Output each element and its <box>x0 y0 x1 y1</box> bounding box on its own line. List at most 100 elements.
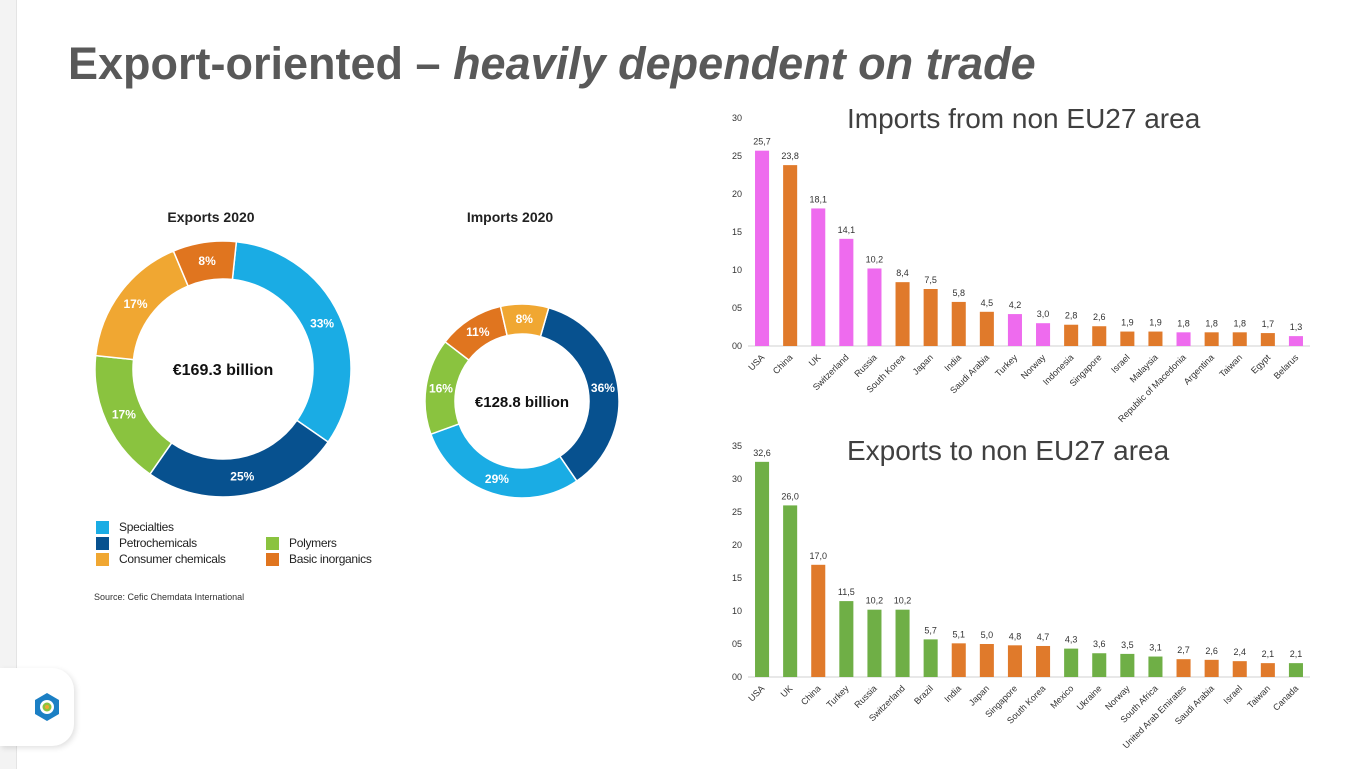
bar-value-label: 5,0 <box>981 630 994 640</box>
y-tick-label: 05 <box>732 639 742 649</box>
bar-value-label: 2,4 <box>1233 647 1246 657</box>
y-tick-label: 35 <box>732 441 742 451</box>
bar-israel <box>1232 661 1247 677</box>
donut-slice-specialties <box>429 422 578 499</box>
bar-usa <box>755 461 770 677</box>
bar-russia <box>867 609 882 677</box>
bar-israel <box>1120 331 1135 346</box>
x-tick-label: Turkey <box>824 683 851 710</box>
bar-value-label: 10,2 <box>866 596 884 606</box>
donut-slice-label: 36% <box>591 381 615 395</box>
legend-label: Basic inorganics <box>289 552 372 566</box>
legend-item-basic-inorganics: Basic inorganics <box>266 552 372 566</box>
bar-value-label: 1,7 <box>1262 319 1275 329</box>
bar-value-label: 3,6 <box>1093 639 1106 649</box>
x-tick-label: USA <box>746 352 766 372</box>
bar-usa <box>755 150 770 346</box>
bar-value-label: 10,2 <box>894 596 912 606</box>
title-emphasis: heavily dependent on trade <box>453 38 1036 89</box>
y-tick-label: 15 <box>732 573 742 583</box>
y-tick-label: 30 <box>732 474 742 484</box>
bar-value-label: 4,7 <box>1037 632 1050 642</box>
donut-slice-label: 8% <box>516 312 534 326</box>
legend-item-petrochemicals: Petrochemicals <box>96 536 197 550</box>
bar-value-label: 2,6 <box>1205 646 1218 656</box>
slide-left-strip <box>0 0 17 769</box>
bar-value-label: 3,0 <box>1037 309 1050 319</box>
bar-south-africa <box>1148 656 1163 677</box>
bar-brazil <box>923 639 938 677</box>
cefic-logo-icon <box>35 693 59 721</box>
bar-uk <box>811 208 826 346</box>
bar-value-label: 10,2 <box>866 254 884 264</box>
x-tick-label: Mexico <box>1048 683 1075 710</box>
y-tick-label: 10 <box>732 606 742 616</box>
y-tick-label: 00 <box>732 341 742 351</box>
bar-value-label: 1,8 <box>1205 318 1218 328</box>
bar-value-label: 4,2 <box>1009 300 1022 310</box>
bar-japan <box>923 289 938 346</box>
bar-saudi-arabia <box>979 311 994 346</box>
donut-slice-consumer-chemicals <box>499 303 550 338</box>
legend-item-consumer-chemicals: Consumer chemicals <box>96 552 226 566</box>
bar-value-label: 3,1 <box>1149 643 1162 653</box>
y-tick-label: 20 <box>732 189 742 199</box>
bar-china <box>811 564 826 677</box>
bar-russia <box>867 268 882 346</box>
bar-value-label: 2,1 <box>1290 649 1303 659</box>
donut-title: Exports 2020 <box>167 209 254 225</box>
bar-canada <box>1288 663 1303 677</box>
bar-belarus <box>1288 336 1303 346</box>
bar-value-label: 32,6 <box>753 448 771 458</box>
donut-slice-label: 11% <box>466 325 490 339</box>
x-tick-label: USA <box>746 683 766 703</box>
legend-swatch <box>266 552 279 566</box>
x-tick-label: Taiwan <box>1245 683 1272 710</box>
bar-value-label: 5,8 <box>952 288 965 298</box>
x-tick-label: Ukraine <box>1075 683 1104 712</box>
bar-uk <box>783 505 798 677</box>
bar-chart-title: Imports from non EU27 area <box>847 103 1201 134</box>
x-tick-label: Russia <box>852 352 879 379</box>
bar-egypt <box>1260 333 1275 346</box>
x-tick-label: UK <box>807 352 823 368</box>
donut-slice-label: 17% <box>123 297 147 311</box>
bar-value-label: 14,1 <box>838 225 856 235</box>
donut-slice-petrochemicals <box>148 419 330 498</box>
bar-turkey <box>1007 314 1022 346</box>
donut-slice-specialties <box>231 240 352 444</box>
bar-taiwan <box>1260 663 1275 677</box>
x-tick-label: Japan <box>967 683 991 707</box>
bar-singapore <box>1007 645 1022 677</box>
bar-taiwan <box>1232 332 1247 346</box>
bar-mexico <box>1064 648 1079 677</box>
bar-value-label: 5,1 <box>952 629 965 639</box>
bar-india <box>951 301 966 346</box>
bar-value-label: 1,3 <box>1290 322 1303 332</box>
bar-value-label: 2,8 <box>1065 311 1078 321</box>
bar-south-korea <box>1036 645 1051 677</box>
bar-value-label: 2,6 <box>1093 312 1106 322</box>
y-tick-label: 20 <box>732 540 742 550</box>
x-tick-label: India <box>942 683 963 704</box>
bar-value-label: 23,8 <box>781 151 799 161</box>
x-tick-label: China <box>771 352 795 376</box>
donut-slice-label: 25% <box>230 469 254 483</box>
bar-south-korea <box>895 282 910 346</box>
bar-ukraine <box>1092 653 1107 677</box>
y-tick-label: 05 <box>732 303 742 313</box>
imports-donut-chart: Imports 2020 36% 29% 16% 11% 8% €128.8 billion <box>424 209 620 499</box>
legend-label: Consumer chemicals <box>119 552 226 566</box>
bar-value-label: 4,8 <box>1009 631 1022 641</box>
imports-bar-chart: Imports from non EU27 area 00 05 10 15 20 25 30… <box>732 103 1310 424</box>
donut-legend: Specialties Petrochemicals Consumer chem… <box>96 520 396 570</box>
bar-china <box>783 165 798 346</box>
bar-value-label: 2,1 <box>1262 649 1275 659</box>
bar-value-label: 1,9 <box>1149 318 1162 328</box>
exports-donut-chart: Exports 2020 33% 25% 17% 17% 8% €169.3 billion <box>94 209 352 498</box>
bar-united-arab-emirates <box>1176 659 1191 677</box>
bar-value-label: 3,5 <box>1121 640 1134 650</box>
bar-value-label: 8,4 <box>896 268 909 278</box>
bar-value-label: 4,3 <box>1065 635 1078 645</box>
y-tick-label: 00 <box>732 672 742 682</box>
